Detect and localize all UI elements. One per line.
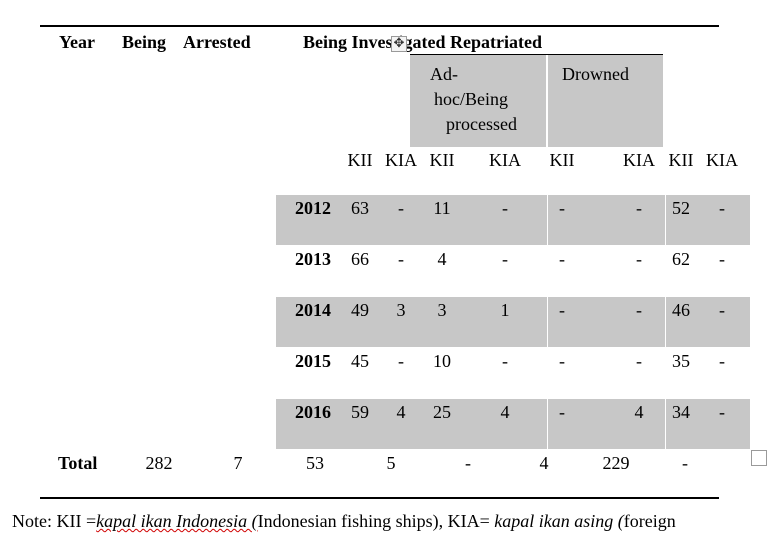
table-cell: 1 — [500, 300, 510, 320]
column-separator — [665, 399, 666, 449]
column-separator — [547, 399, 548, 449]
table-cell: 52 — [672, 198, 690, 218]
table-cell: - — [719, 300, 725, 320]
note-prefix: Note: KII = — [12, 511, 97, 531]
column-separator — [547, 297, 548, 347]
subheader-rule — [410, 54, 663, 55]
table-cell: 4 — [437, 249, 447, 269]
total-cell: 53 — [306, 453, 324, 473]
table-top-rule — [40, 25, 719, 27]
table-cell: - — [398, 351, 404, 371]
table-cell: - — [719, 249, 725, 269]
table-move-icon[interactable]: ✥ — [391, 36, 407, 52]
column-separator — [665, 297, 666, 347]
total-cell: 4 — [539, 453, 549, 473]
table-cell: 66 — [351, 249, 369, 269]
table-cell: - — [559, 402, 565, 422]
header-adhoc-line3: processed — [446, 114, 517, 134]
header-being: Being — [122, 32, 167, 52]
table-cell: 46 — [672, 300, 690, 320]
subheader-kii-4: KII — [668, 150, 694, 170]
table-cell: 49 — [351, 300, 369, 320]
row-year: 2015 — [295, 351, 331, 371]
header-adhoc-line1: Ad- — [430, 64, 458, 84]
total-cell: 5 — [386, 453, 396, 473]
table-cell: - — [559, 300, 565, 320]
subheader-kii-2: KII — [429, 150, 455, 170]
table-cell: 4 — [634, 402, 644, 422]
row-year: 2016 — [295, 402, 331, 422]
table-cell: 3 — [437, 300, 447, 320]
drowned-header-cell — [548, 55, 663, 147]
row-band-2014 — [276, 297, 750, 347]
table-cell: - — [502, 198, 508, 218]
subheader-kia-2: KIA — [489, 150, 521, 170]
note-kii-term: kapal ikan Indonesia ( — [96, 511, 257, 531]
table-cell: - — [636, 249, 642, 269]
row-year: 2012 — [295, 198, 331, 218]
table-cell: - — [502, 249, 508, 269]
table-cell: - — [636, 300, 642, 320]
table-cell: - — [559, 351, 565, 371]
subheader-kii-3: KII — [549, 150, 575, 170]
header-adhoc-line2: hoc/Being — [434, 89, 508, 109]
table-cell: - — [398, 249, 404, 269]
row-year: 2014 — [295, 300, 331, 320]
table-bottom-rule — [40, 497, 719, 499]
note-kii-gloss: Indonesian fishing ships), KIA= — [257, 511, 495, 531]
note-kia-term: kapal ikan asing ( — [494, 511, 624, 531]
table-cell: - — [502, 351, 508, 371]
header-arrested: Arrested — [183, 32, 251, 52]
table-cell: 4 — [500, 402, 510, 422]
table-cell: 35 — [672, 351, 690, 371]
header-year: Year — [59, 32, 95, 52]
table-cell: - — [398, 198, 404, 218]
total-cell: - — [682, 453, 688, 473]
subheader-kia-1: KIA — [385, 150, 417, 170]
subheader-kia-4: KIA — [706, 150, 738, 170]
table-cell: - — [559, 198, 565, 218]
table-cell: 4 — [396, 402, 406, 422]
table-note: Note: KII =kapal ikan Indonesia (Indones… — [12, 512, 676, 530]
table-cell: - — [719, 402, 725, 422]
table-cell: 45 — [351, 351, 369, 371]
table-cell: 11 — [433, 198, 451, 218]
table-resize-icon[interactable] — [751, 450, 767, 466]
header-investigated-repatriated: Being Investigated Repatriated — [303, 32, 542, 52]
table-cell: - — [559, 249, 565, 269]
table-cell: - — [719, 198, 725, 218]
adhoc-header-cell — [410, 55, 546, 147]
table-cell: 59 — [351, 402, 369, 422]
total-cell: 229 — [602, 453, 630, 473]
total-cell: - — [465, 453, 471, 473]
row-year: 2013 — [295, 249, 331, 269]
row-band-2016 — [276, 399, 750, 449]
note-kii-word: kapal ikan Indonesia ( — [96, 511, 258, 531]
column-separator — [665, 195, 666, 245]
subheader-kii-1: KII — [347, 150, 373, 170]
table-cell: - — [636, 351, 642, 371]
column-separator — [547, 195, 548, 245]
table-cell: - — [719, 351, 725, 371]
total-cell: 7 — [233, 453, 243, 473]
table-cell: 3 — [396, 300, 406, 320]
total-label: Total — [58, 453, 98, 473]
table-cell: 10 — [433, 351, 451, 371]
table-cell: 62 — [672, 249, 690, 269]
subheader-kia-3: KIA — [623, 150, 655, 170]
total-cell: 282 — [145, 453, 173, 473]
header-drowned: Drowned — [562, 64, 629, 84]
table-cell: 34 — [672, 402, 690, 422]
row-band-2012 — [276, 195, 750, 245]
table-cell: 63 — [351, 198, 369, 218]
table-cell: 25 — [433, 402, 451, 422]
note-kia-gloss: foreign — [623, 511, 676, 531]
table-cell: - — [636, 198, 642, 218]
